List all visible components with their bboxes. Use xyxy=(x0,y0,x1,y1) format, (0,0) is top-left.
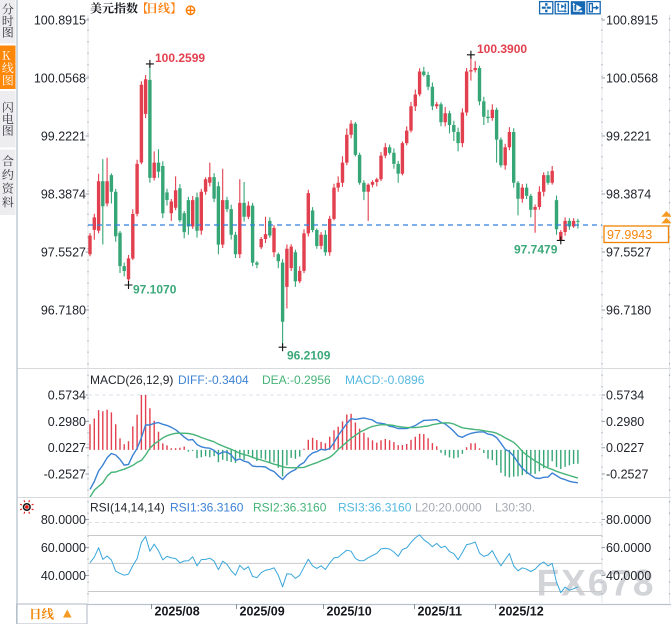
svg-text:0.0227: 0.0227 xyxy=(48,441,86,455)
svg-text:RSI1:36.3160: RSI1:36.3160 xyxy=(170,501,244,515)
svg-text:98.3874: 98.3874 xyxy=(41,187,86,201)
svg-text:2025/12: 2025/12 xyxy=(499,605,544,619)
svg-text:80.0000: 80.0000 xyxy=(606,513,651,527)
svg-text:80.0000: 80.0000 xyxy=(41,513,86,527)
svg-text:40.0000: 40.0000 xyxy=(41,569,86,583)
svg-text:98.3874: 98.3874 xyxy=(606,187,651,201)
svg-text:FX678: FX678 xyxy=(537,563,656,604)
svg-text:99.2221: 99.2221 xyxy=(606,129,651,143)
svg-text:MACD(26,12,9): MACD(26,12,9) xyxy=(90,373,173,387)
svg-text:100.0568: 100.0568 xyxy=(34,71,86,85)
svg-text:L20:20.0000: L20:20.0000 xyxy=(415,501,482,515)
svg-text:100.2599: 100.2599 xyxy=(155,51,205,65)
svg-text:-0.2527: -0.2527 xyxy=(606,467,648,481)
svg-text:97.9943: 97.9943 xyxy=(607,228,652,242)
svg-text:97.1070: 97.1070 xyxy=(133,283,177,297)
svg-text:96.7180: 96.7180 xyxy=(41,303,86,317)
svg-text:0.0227: 0.0227 xyxy=(606,441,644,455)
svg-text:-0.2527: -0.2527 xyxy=(44,467,86,481)
svg-text:DIFF:-0.3404: DIFF:-0.3404 xyxy=(178,373,249,387)
svg-text:40.0000: 40.0000 xyxy=(606,569,651,583)
svg-text:96.2109: 96.2109 xyxy=(287,349,331,363)
svg-text:0.5734: 0.5734 xyxy=(48,388,86,402)
svg-text:0.2980: 0.2980 xyxy=(606,415,644,429)
svg-text:100.3900: 100.3900 xyxy=(477,42,527,56)
svg-text:2025/09: 2025/09 xyxy=(240,605,285,619)
svg-text:96.7180: 96.7180 xyxy=(606,303,651,317)
svg-text:60.0000: 60.0000 xyxy=(606,541,651,555)
svg-text:100.0568: 100.0568 xyxy=(606,71,658,85)
svg-text:RSI3:36.3160: RSI3:36.3160 xyxy=(338,501,412,515)
svg-text:0.5734: 0.5734 xyxy=(606,388,644,402)
svg-text:97.7479: 97.7479 xyxy=(514,243,558,257)
svg-text:97.5527: 97.5527 xyxy=(41,245,86,259)
svg-text:0.2980: 0.2980 xyxy=(48,415,86,429)
svg-text:RSI2:36.3160: RSI2:36.3160 xyxy=(253,501,327,515)
svg-text:100.8915: 100.8915 xyxy=(606,13,658,27)
svg-text:DEA:-0.2956: DEA:-0.2956 xyxy=(262,373,331,387)
svg-text:L30:30.: L30:30. xyxy=(495,501,535,515)
svg-text:RSI(14,14,14): RSI(14,14,14) xyxy=(90,501,165,515)
svg-text:2025/11: 2025/11 xyxy=(418,605,463,619)
svg-text:60.0000: 60.0000 xyxy=(41,541,86,555)
svg-text:2025/10: 2025/10 xyxy=(327,605,372,619)
svg-text:97.5527: 97.5527 xyxy=(606,245,651,259)
svg-text:MACD:-0.0896: MACD:-0.0896 xyxy=(345,373,425,387)
svg-text:2025/08: 2025/08 xyxy=(155,605,200,619)
svg-text:99.2221: 99.2221 xyxy=(41,129,86,143)
svg-text:100.8915: 100.8915 xyxy=(34,13,86,27)
